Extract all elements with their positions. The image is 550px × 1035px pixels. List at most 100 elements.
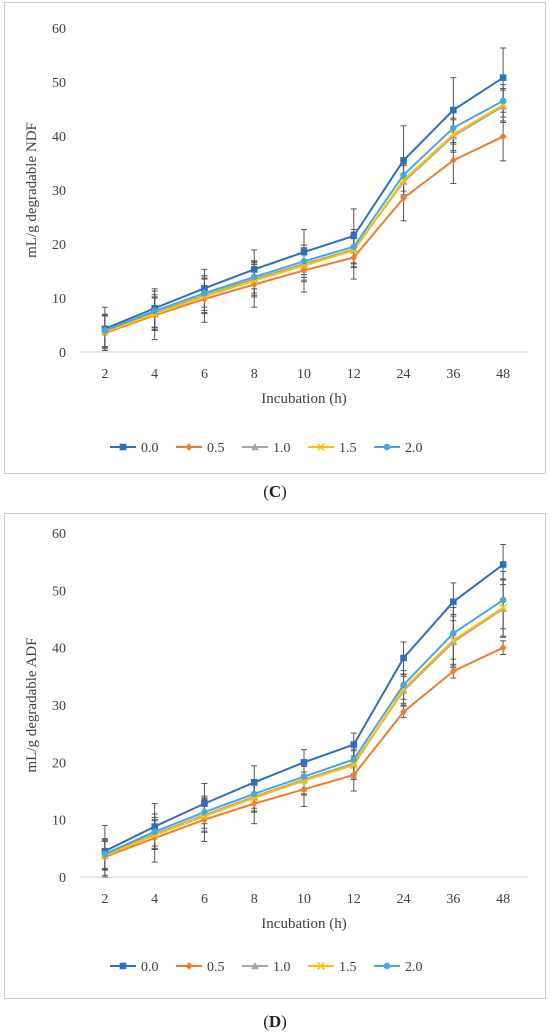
data-point — [450, 598, 457, 606]
legend-item: 0.0 — [110, 960, 159, 975]
legend-item: 2.0 — [374, 441, 423, 456]
x-tick-label: 6 — [201, 892, 208, 907]
legend-item: 2.0 — [374, 960, 423, 975]
data-point — [350, 253, 358, 262]
data-point — [201, 295, 208, 304]
data-point — [151, 828, 158, 836]
chart-panel-c: 0 10 20 30 40 50 60 2 4 6 8 10 12 24 36 48 Incubation (h… — [0, 0, 550, 474]
x-tick-label: 24 — [397, 367, 411, 382]
x-tick-label: 36 — [446, 367, 460, 382]
legend-label: 1.0 — [273, 960, 291, 975]
data-point — [300, 785, 308, 794]
data-point — [350, 770, 358, 779]
data-point — [450, 630, 457, 637]
data-point — [449, 130, 458, 139]
data-point — [400, 654, 407, 662]
x-tick-label: 8 — [251, 367, 258, 382]
y-tick-label: 20 — [52, 238, 66, 253]
x-tick-label: 4 — [151, 367, 158, 382]
caption-c: (C) — [263, 482, 287, 501]
data-point — [300, 759, 308, 766]
legend-marker — [185, 443, 193, 451]
data-point — [400, 157, 407, 164]
chart-frame-c — [4, 2, 546, 474]
legend-item: 1.5 — [308, 441, 357, 456]
y-tick-label: 10 — [52, 292, 66, 307]
legend-marker — [119, 962, 127, 970]
series-line — [104, 563, 504, 853]
chart-frame-d — [4, 513, 546, 999]
data-point — [101, 327, 109, 334]
data-point — [349, 761, 358, 770]
data-point — [499, 603, 507, 612]
legend-item: 0.5 — [176, 960, 225, 975]
y-tick-label: 30 — [52, 699, 66, 714]
y-tick-label: 0 — [59, 346, 66, 361]
y-tick-label: 20 — [52, 756, 66, 771]
data-point — [201, 284, 208, 292]
legend-label: 0.0 — [141, 960, 159, 975]
x-axis-title: Incubation (h) — [261, 391, 346, 407]
legend-label: 2.0 — [405, 441, 423, 456]
legend: 0.0 0.5 1.0 1.5 2.0 — [110, 960, 423, 975]
x-tick-label: 6 — [201, 367, 208, 382]
x-tick-label: 10 — [297, 892, 311, 907]
legend-item: 1.0 — [242, 960, 291, 975]
data-point — [400, 681, 407, 689]
legend-label: 0.5 — [207, 441, 225, 456]
series-0.0 — [101, 74, 507, 333]
series-2.0 — [101, 97, 507, 334]
data-point — [499, 643, 507, 652]
data-point — [201, 815, 208, 824]
data-point — [151, 307, 158, 315]
legend-marker — [119, 443, 127, 451]
data-point — [250, 266, 258, 273]
y-axis-title: mL/g degradable ADF — [24, 638, 40, 773]
data-point — [201, 800, 208, 807]
caption-d: (D) — [263, 1012, 287, 1031]
x-tick-label: 12 — [347, 892, 361, 907]
x-tick-label: 10 — [297, 367, 311, 382]
data-point — [151, 834, 158, 843]
data-point — [250, 779, 258, 786]
data-point — [350, 232, 358, 240]
x-tick-label: 2 — [101, 892, 108, 907]
y-tick-label: 40 — [52, 642, 66, 657]
data-point — [350, 756, 358, 763]
legend-marker — [251, 961, 259, 970]
data-point — [499, 74, 507, 81]
data-point — [400, 194, 407, 203]
x-tick-label: 4 — [151, 892, 158, 907]
series-line — [104, 599, 504, 855]
series-line — [104, 103, 504, 333]
data-point — [400, 707, 407, 716]
data-point — [101, 850, 109, 858]
legend-marker — [383, 443, 391, 451]
legend-marker — [251, 442, 259, 451]
data-point — [201, 289, 208, 297]
legend-label: 0.5 — [207, 960, 225, 975]
x-axis-title: Incubation (h) — [261, 916, 346, 932]
series-line — [104, 100, 504, 332]
data-point — [300, 773, 308, 780]
data-point — [499, 596, 507, 604]
data-point — [400, 171, 407, 179]
legend-label: 1.5 — [339, 960, 357, 975]
legend-label: 0.0 — [141, 441, 159, 456]
data-point — [450, 156, 457, 165]
x-tick-label: 36 — [446, 892, 460, 907]
chart-panel-d: 0 10 20 30 40 50 60 2 4 6 8 10 12 24 36 48 Incubation (h… — [0, 510, 550, 1000]
legend-label: 1.5 — [339, 441, 357, 456]
data-point — [350, 741, 358, 748]
series-1.0 — [101, 102, 507, 335]
y-tick-label: 50 — [52, 76, 66, 91]
y-tick-label: 60 — [52, 22, 66, 37]
legend-marker — [317, 443, 325, 451]
y-tick-label: 60 — [52, 527, 66, 542]
series-0.0 — [101, 561, 507, 855]
series-line — [104, 607, 504, 857]
y-tick-label: 50 — [52, 584, 66, 599]
data-point — [499, 102, 507, 110]
